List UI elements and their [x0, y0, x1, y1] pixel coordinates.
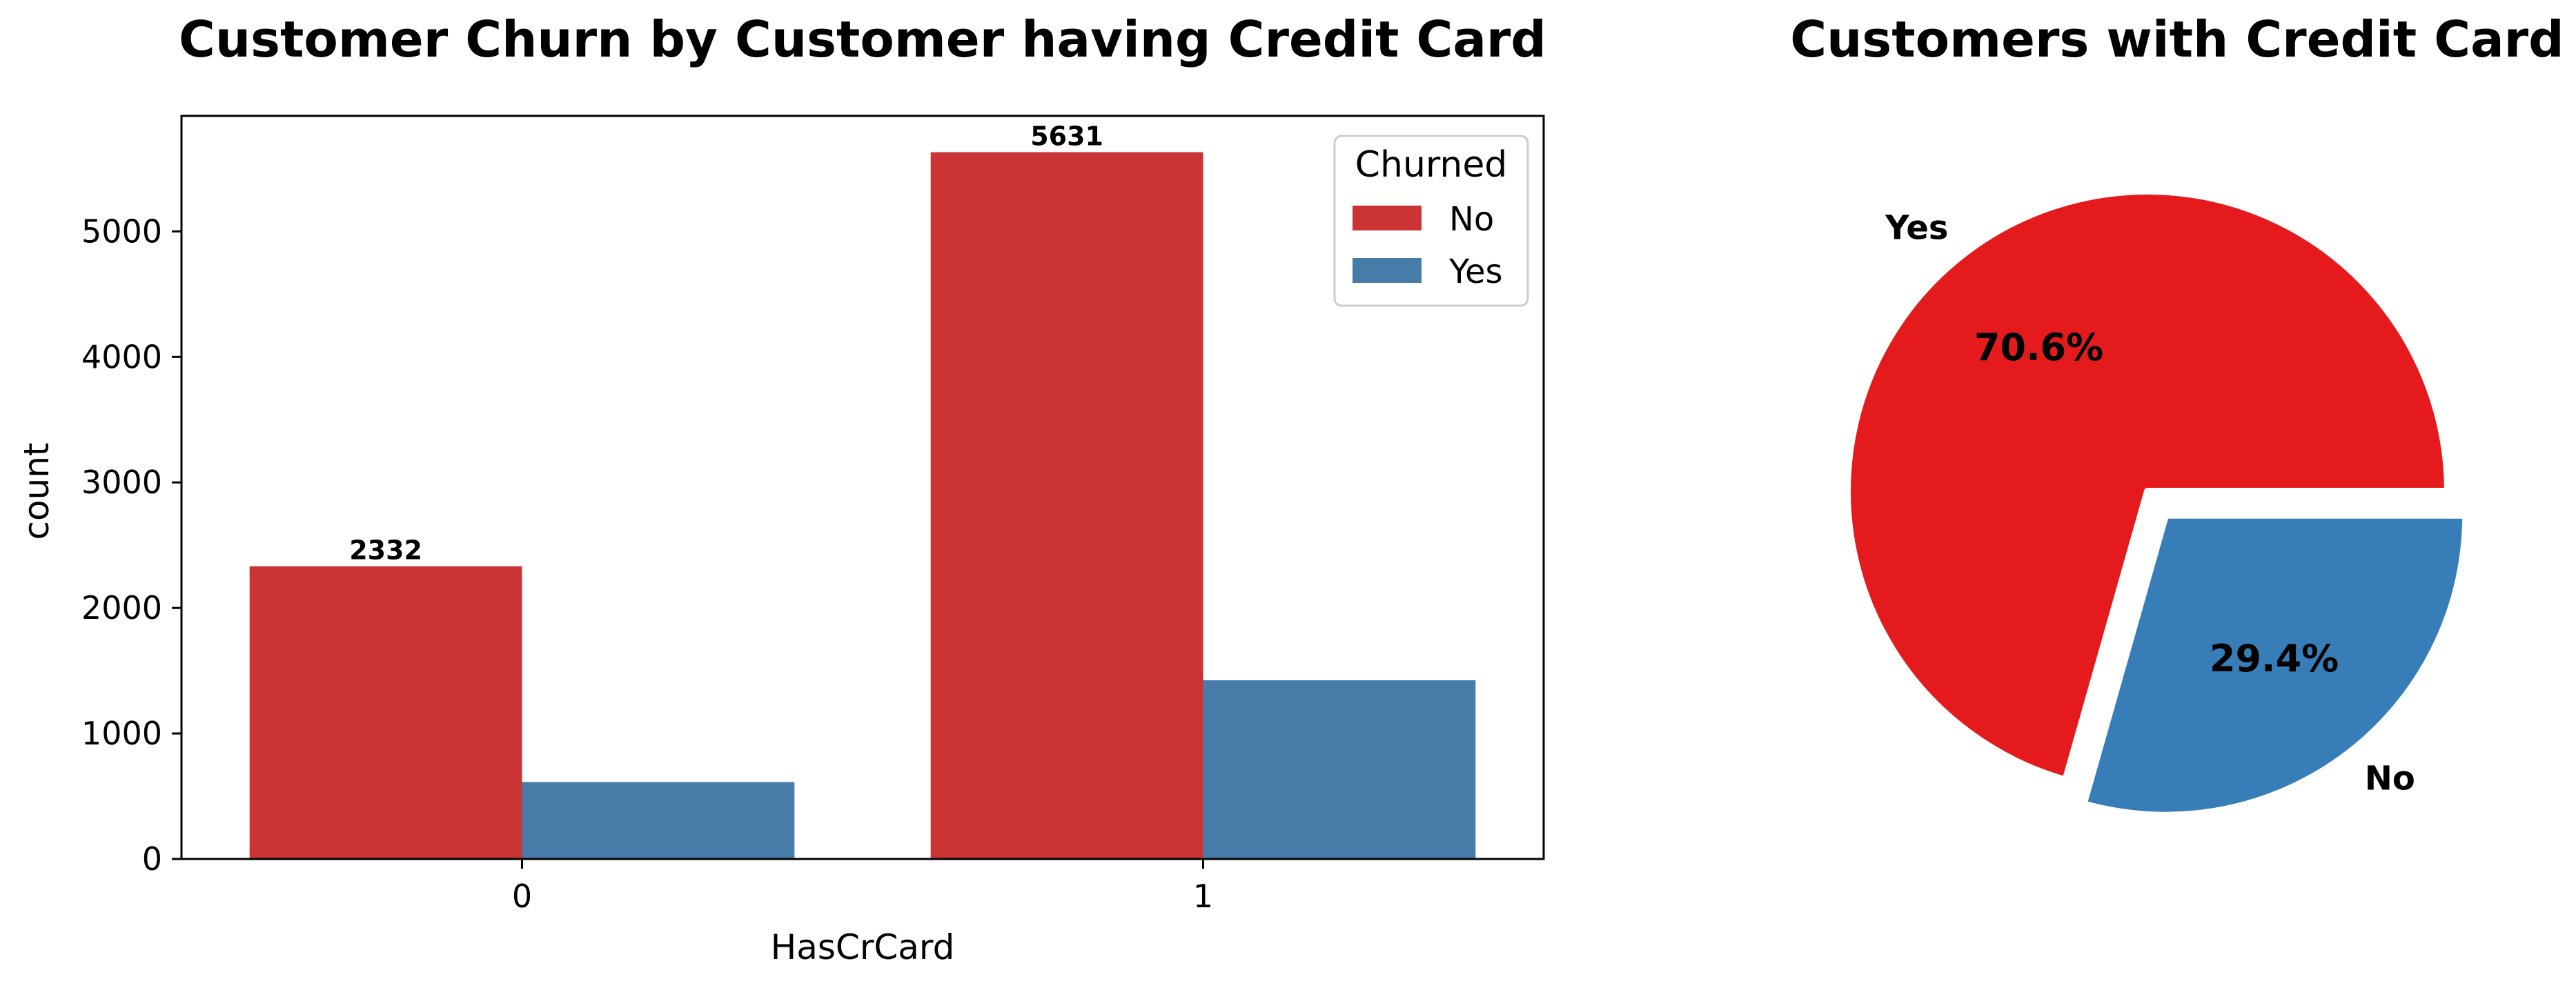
pie-slice-no — [2080, 511, 2470, 819]
bar-value-label: 5631 — [1030, 121, 1103, 152]
y-tick-label: 5000 — [81, 213, 162, 250]
bar-value-label: 2332 — [349, 535, 422, 566]
pie-percent-no: 29.4% — [2210, 637, 2339, 680]
pie-slice-yes — [1844, 188, 2451, 784]
y-tick-label: 4000 — [81, 338, 162, 375]
legend-swatch-yes — [1353, 258, 1422, 283]
y-tick-label: 3000 — [81, 464, 162, 501]
legend-label-yes: Yes — [1448, 253, 1502, 291]
legend-title: Churned — [1355, 144, 1508, 186]
x-tick-label: 1 — [1193, 878, 1213, 915]
legend: Churned No Yes — [1333, 135, 1529, 307]
plot-frame — [180, 115, 1545, 860]
y-tick-label: 2000 — [81, 589, 162, 626]
bar-no-1 — [930, 152, 1203, 859]
legend-label-no: No — [1449, 200, 1494, 239]
y-tick-label: 1000 — [81, 715, 162, 752]
bar-yes-1 — [1203, 680, 1476, 859]
pie-chart-title: Customers with Credit Card — [1790, 10, 2564, 68]
legend-swatch-no — [1353, 206, 1422, 230]
bar-yes-0 — [522, 782, 795, 859]
bar-plot-area: 2332 5631 0 1000 2000 3000 4000 5000 0 1 — [81, 115, 1545, 915]
pie-label-yes: Yes — [1885, 208, 1948, 247]
pie-percent-yes: 70.6% — [1974, 326, 2103, 369]
bar-chart-title: Customer Churn by Customer having Credit… — [179, 10, 1546, 68]
bar-no-0 — [249, 566, 522, 859]
pie-area: Yes 70.6% No 29.4% — [1844, 188, 2470, 819]
pie-label-no: No — [2365, 759, 2415, 798]
y-tick-label: 0 — [142, 840, 162, 878]
x-axis-label: HasCrCard — [771, 927, 955, 967]
pie-chart: Customers with Credit Card Yes 70.6% No 29.… — [1790, 10, 2564, 819]
y-axis-label: count — [17, 442, 57, 540]
bar-chart: Customer Churn by Customer having Credit… — [17, 10, 1546, 967]
x-tick-label: 0 — [512, 878, 532, 915]
